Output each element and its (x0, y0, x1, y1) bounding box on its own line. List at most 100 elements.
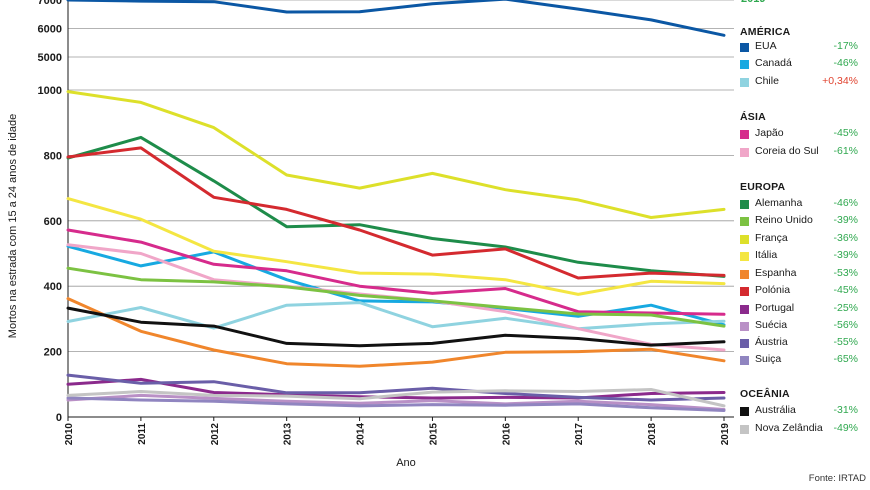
legend-label: Chile (755, 75, 779, 87)
series-line-áustria (66, 373, 726, 402)
y-tick-label: 6000 (38, 24, 62, 36)
series-line-chile (66, 301, 726, 331)
series-line-suiça (66, 396, 726, 412)
legend-swatch (740, 217, 749, 226)
legend-change: -46% (833, 57, 858, 69)
legend-item: Itália -39% (740, 249, 858, 264)
y-tick-label: 7000 (38, 0, 62, 7)
legend-region-heading: ÁSIA (740, 111, 766, 123)
y-tick-label: 200 (44, 347, 62, 359)
legend-label: Japão (755, 127, 784, 139)
y-tick-labels: 0 200 400 600 800 1000 5000 6000 7000 (38, 0, 62, 424)
legend-change: -46% (833, 197, 858, 209)
legend-swatch (740, 270, 749, 279)
legend-swatch (740, 305, 749, 314)
y-tick-label: 800 (44, 150, 62, 162)
legend-region-heading: OCEÂNIA (740, 388, 790, 400)
legend-label: Austrália (755, 404, 796, 416)
legend-swatch (740, 235, 749, 244)
legend-change: -25% (833, 302, 858, 314)
legend-label: Itália (755, 249, 778, 261)
legend-item: Alemanha -46% (740, 197, 858, 212)
legend-swatch (740, 60, 749, 69)
legend-swatch (740, 130, 749, 139)
x-tick-label: 2011 (137, 423, 148, 445)
legend-change: -65% (833, 353, 858, 365)
legend-label: Suiça (755, 353, 782, 365)
series-line-portugal (66, 377, 726, 400)
y-tick-label: 400 (44, 281, 62, 293)
x-tick-label: 2016 (501, 423, 512, 446)
legend-label: Reino Unido (755, 214, 813, 226)
x-tick-label: 2019 (720, 423, 731, 446)
legend-label: Portugal (755, 302, 795, 314)
legend-label: Nova Zelândia (755, 422, 823, 434)
y-axis-label: Mortos na estrada com 15 a 24 anos de id… (7, 114, 19, 338)
x-tick-label: 2017 (574, 423, 585, 446)
source-note: Fonte: IRTAD (808, 473, 866, 484)
series-line-japão (66, 228, 726, 316)
x-tick-label: 2010 (64, 423, 75, 446)
legend-item: Polónia -45% (740, 284, 858, 299)
legend-swatch (740, 322, 749, 331)
legend-change: -39% (833, 214, 858, 226)
series-line-austrália (66, 306, 726, 348)
legend-swatch (740, 252, 749, 261)
legend-change: -45% (833, 127, 858, 139)
chart-legend: 2019 AMÉRICA EUA -17% Canadá -46% Chile +0,34%… (738, 0, 860, 446)
series-line-frança (66, 90, 726, 219)
x-tick-label: 2013 (283, 423, 294, 446)
series-line-canadá (66, 244, 726, 327)
legend-label: Suécia (755, 319, 788, 331)
x-tick-label: 2018 (647, 423, 658, 446)
series-lines (66, 0, 726, 412)
legend-swatch (740, 287, 749, 296)
x-tick-label: 2015 (428, 423, 439, 446)
legend-label: EUA (755, 40, 777, 52)
legend-change: +0,34% (822, 75, 858, 87)
y-tick-label: 5000 (38, 52, 62, 64)
x-axis-label: Ano (396, 457, 416, 469)
y-tick-label: 0 (56, 412, 62, 424)
legend-swatch (740, 200, 749, 209)
legend-swatch (740, 425, 749, 434)
legend-change: -55% (833, 336, 858, 348)
legend-region-heading: EUROPA (740, 181, 786, 193)
legend-label: França (755, 232, 788, 244)
legend-item: Japão -45% (740, 127, 858, 142)
x-tick-label: 2012 (210, 423, 221, 446)
series-line-polónia (66, 146, 726, 280)
legend-change: -45% (833, 284, 858, 296)
series-line-itália (66, 197, 726, 296)
legend-change: -17% (833, 40, 858, 52)
y-tick-label: 1000 (38, 85, 62, 97)
legend-item: Suécia -56% (740, 319, 858, 334)
grid-lines (67, 0, 734, 418)
legend-change: -36% (833, 232, 858, 244)
legend-item: França -36% (740, 232, 858, 247)
legend-year: 2019 (741, 0, 765, 5)
legend-swatch (740, 78, 749, 87)
legend-item: Austrália -31% (740, 404, 858, 419)
series-line-espanha (66, 297, 726, 368)
legend-item: Suiça -65% (740, 353, 858, 368)
legend-item: Nova Zelândia -49% (740, 422, 858, 437)
series-line-alemanha (66, 135, 726, 278)
legend-change: -61% (833, 145, 858, 157)
series-line-nova-zelândia (66, 388, 726, 408)
legend-label: Espanha (755, 267, 797, 279)
legend-label: Coreia do Sul (755, 145, 819, 157)
legend-item: Coreia do Sul -61% (740, 145, 858, 160)
legend-item: EUA -17% (740, 40, 858, 55)
legend-change: -31% (833, 404, 858, 416)
legend-change: -39% (833, 249, 858, 261)
legend-swatch (740, 339, 749, 348)
legend-swatch (740, 407, 749, 416)
legend-item: Reino Unido -39% (740, 214, 858, 229)
legend-swatch (740, 148, 749, 157)
legend-label: Alemanha (755, 197, 803, 209)
legend-change: -49% (833, 422, 858, 434)
series-line-reino-unido (66, 266, 726, 328)
legend-change: -53% (833, 267, 858, 279)
